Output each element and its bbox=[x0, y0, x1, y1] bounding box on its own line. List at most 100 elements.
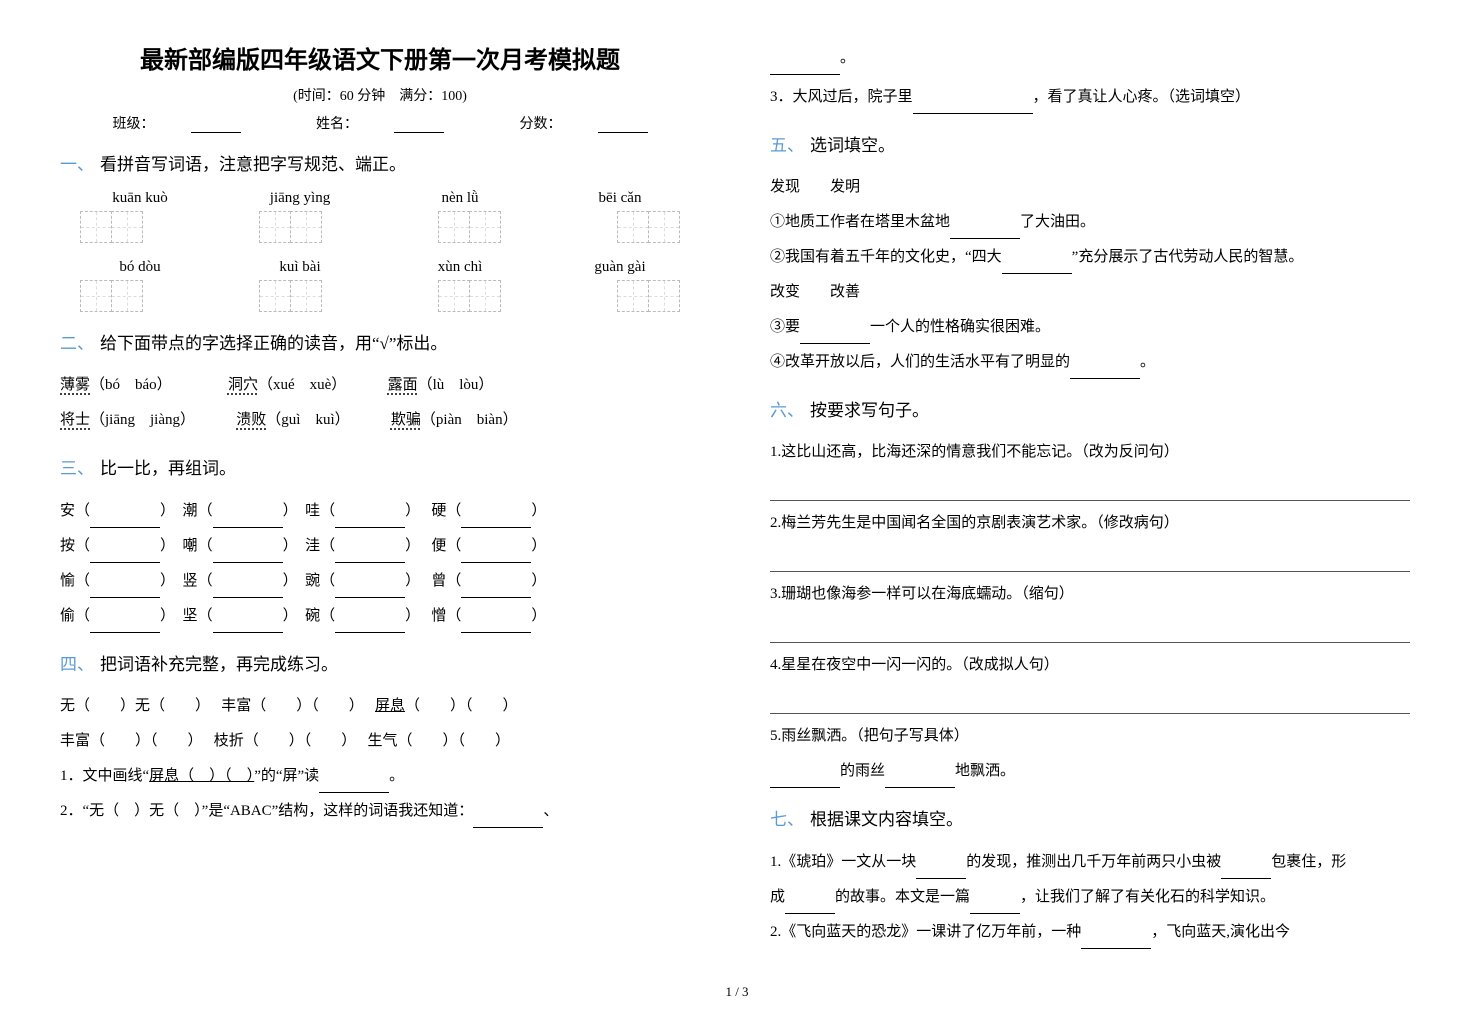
s2a1: （bó báo） bbox=[90, 377, 164, 393]
score-blank[interactable] bbox=[598, 119, 648, 133]
pinyin-row-1: kuān kuò jiāng yìng nèn lǜ bēi cǎn bbox=[60, 190, 700, 207]
s2w4: 将士 bbox=[60, 412, 90, 428]
blank[interactable] bbox=[1221, 865, 1271, 879]
s2w3: 露面 bbox=[388, 377, 418, 393]
class-blank[interactable] bbox=[191, 119, 241, 133]
t: 的故事。本文是一篇 bbox=[835, 889, 970, 905]
answer-line[interactable] bbox=[770, 621, 1410, 643]
char-box[interactable] bbox=[259, 280, 322, 312]
blank[interactable] bbox=[1081, 935, 1151, 949]
s5-l4: ④改革开放以后，人们的生活水平有了明显的。 bbox=[770, 346, 1410, 379]
pinyin-row-2: bó dòu kuì bài xùn chì guàn gài bbox=[60, 259, 700, 276]
section-2-head: 二、给下面带点的字选择正确的读音，用“√”标出。 bbox=[60, 330, 700, 357]
blank[interactable] bbox=[770, 774, 840, 788]
sect-num-5: 五、 bbox=[770, 136, 804, 155]
char-box[interactable] bbox=[617, 211, 680, 243]
char-box[interactable] bbox=[80, 280, 143, 312]
t: 一个人的性格确实很困难。 bbox=[870, 319, 1050, 335]
s3c: 豌 bbox=[305, 573, 320, 589]
t: 成 bbox=[770, 889, 785, 905]
blank[interactable] bbox=[213, 549, 283, 563]
blank[interactable] bbox=[770, 61, 840, 75]
answer-line[interactable] bbox=[770, 479, 1410, 501]
s2a4: （jiāng jiàng） bbox=[90, 412, 188, 428]
blank[interactable] bbox=[213, 514, 283, 528]
name-text: 姓名： bbox=[316, 113, 358, 133]
blank[interactable] bbox=[1002, 260, 1072, 274]
s2w6: 欺骗 bbox=[391, 412, 421, 428]
blank[interactable] bbox=[335, 584, 405, 598]
s4-q1: 1．文中画线“屏息（ ）（ ）”的“屏”读。 bbox=[60, 760, 700, 793]
s6-q5-tail: 的雨丝地飘洒。 bbox=[770, 755, 1410, 788]
t: ，飞向蓝天,演化出今 bbox=[1151, 924, 1290, 940]
s3-grid: 安（） 潮（） 哇（） 硬（） 按（） 嘲（） 洼（） 便（） 愉（） 竖（） … bbox=[60, 495, 700, 633]
char-box[interactable] bbox=[259, 211, 322, 243]
name-label: 姓名： bbox=[298, 113, 462, 133]
s6-q1: 1.这比山还高，比海还深的情意我们不能忘记。（改为反问句） bbox=[770, 436, 1410, 469]
sect-title-5: 选词填空。 bbox=[810, 136, 895, 155]
pinyin-1-3: nèn lǜ bbox=[400, 190, 520, 207]
s4-q2: 2．“无（ ）无（ ）”是“ABAC”结构，这样的词语我还知道：、 bbox=[60, 795, 700, 828]
blank[interactable] bbox=[461, 514, 531, 528]
s3c: 嘲 bbox=[183, 538, 198, 554]
blank[interactable] bbox=[90, 549, 160, 563]
sect-title-1: 看拼音写词语，注意把字写规范、端正。 bbox=[100, 155, 406, 174]
blank[interactable] bbox=[90, 514, 160, 528]
s7-l1: 1.《琥珀》一文从一块的发现，推测出几千万年前两只小虫被包裹住，形 bbox=[770, 846, 1410, 879]
blank[interactable] bbox=[461, 584, 531, 598]
s3c: 潮 bbox=[183, 503, 198, 519]
s2w5: 溃败 bbox=[236, 412, 266, 428]
blank[interactable] bbox=[335, 514, 405, 528]
blank[interactable] bbox=[319, 779, 389, 793]
t: ①地质工作者在塔里木盆地 bbox=[770, 214, 950, 230]
blank[interactable] bbox=[800, 330, 870, 344]
blank[interactable] bbox=[885, 774, 955, 788]
blank[interactable] bbox=[913, 100, 1033, 114]
s3c: 曾 bbox=[431, 573, 446, 589]
s3c: 便 bbox=[431, 538, 446, 554]
s6-q5: 5.雨丝飘洒。（把句子写具体） bbox=[770, 720, 1410, 753]
t: 的发现，推测出几千万年前两只小虫被 bbox=[966, 854, 1221, 870]
s3-row-1: 安（） 潮（） 哇（） 硬（） bbox=[60, 495, 700, 528]
name-blank[interactable] bbox=[394, 119, 444, 133]
s4-q2-cont: 。 bbox=[770, 42, 1410, 75]
pinyin-2-1: bó dòu bbox=[80, 259, 200, 276]
blank[interactable] bbox=[213, 584, 283, 598]
s4q1c: ”的“屏”读 bbox=[254, 768, 319, 784]
s7-l1b: 成的故事。本文是一篇，让我们了解了有关化石的科学知识。 bbox=[770, 881, 1410, 914]
s4q3a: 3．大风过后，院子里 bbox=[770, 89, 913, 105]
right-column: 。 3．大风过后，院子里，看了真让人心疼。（选词填空） 五、选词填空。 发现 发… bbox=[770, 40, 1410, 951]
blank[interactable] bbox=[950, 225, 1020, 239]
blank[interactable] bbox=[90, 584, 160, 598]
sect-num-6: 六、 bbox=[770, 401, 804, 420]
answer-line[interactable] bbox=[770, 692, 1410, 714]
section-5-head: 五、选词填空。 bbox=[770, 132, 1410, 159]
t: 包裹住，形 bbox=[1271, 854, 1346, 870]
s5-g2: 改变 改善 bbox=[770, 276, 1410, 309]
char-box[interactable] bbox=[438, 211, 501, 243]
blank[interactable] bbox=[335, 549, 405, 563]
blank[interactable] bbox=[785, 900, 835, 914]
class-label: 班级： bbox=[95, 113, 259, 133]
left-column: 最新部编版四年级语文下册第一次月考模拟题 (时间：60 分钟 满分：100) 班… bbox=[60, 40, 700, 951]
blank[interactable] bbox=[916, 865, 966, 879]
s4-q3: 3．大风过后，院子里，看了真让人心疼。（选词填空） bbox=[770, 81, 1410, 114]
blank[interactable] bbox=[461, 549, 531, 563]
blank[interactable] bbox=[970, 900, 1020, 914]
char-box[interactable] bbox=[438, 280, 501, 312]
char-box[interactable] bbox=[617, 280, 680, 312]
s4q2t: 、 bbox=[543, 803, 558, 819]
blank[interactable] bbox=[213, 619, 283, 633]
page: 最新部编版四年级语文下册第一次月考模拟题 (时间：60 分钟 满分：100) 班… bbox=[0, 0, 1474, 971]
t: ③要 bbox=[770, 319, 800, 335]
blank[interactable] bbox=[90, 619, 160, 633]
s6-q4: 4.星星在夜空中一闪一闪的。（改成拟人句） bbox=[770, 649, 1410, 682]
blank[interactable] bbox=[335, 619, 405, 633]
t: 了大油田。 bbox=[1020, 214, 1095, 230]
char-box[interactable] bbox=[80, 211, 143, 243]
blank[interactable] bbox=[1070, 365, 1140, 379]
blank[interactable] bbox=[473, 814, 543, 828]
s4-underlined: 屏息 bbox=[375, 698, 405, 714]
blank[interactable] bbox=[461, 619, 531, 633]
answer-line[interactable] bbox=[770, 550, 1410, 572]
